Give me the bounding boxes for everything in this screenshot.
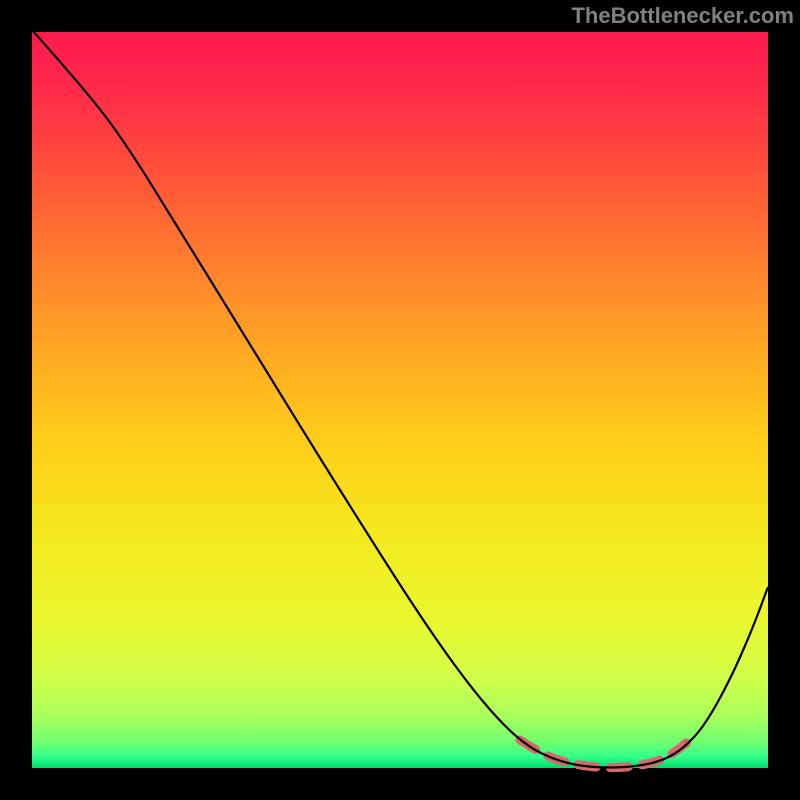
plot-background [32,32,768,768]
chart-container: { "watermark": { "text": "TheBottlenecke… [0,0,800,800]
watermark-text: TheBottlenecker.com [571,3,794,29]
bottleneck-chart [0,0,800,800]
